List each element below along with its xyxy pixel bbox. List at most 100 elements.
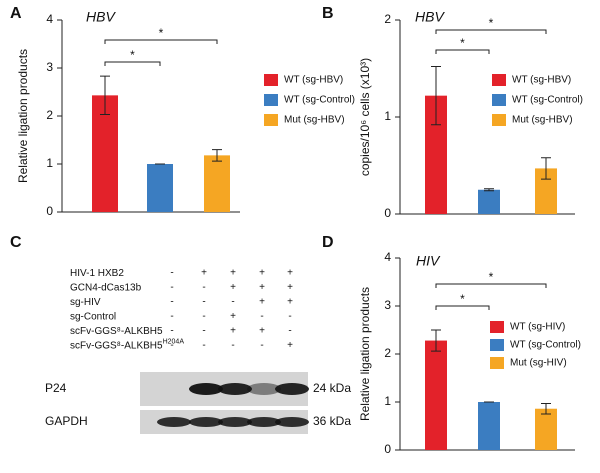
panel-label: C (10, 234, 22, 251)
panel-label: B (322, 5, 334, 22)
y-tick-label: 1 (384, 394, 391, 408)
condition-sign: - (231, 297, 234, 308)
error-bar (541, 402, 551, 415)
condition-sign: - (170, 297, 173, 308)
condition-label: sg-Control (70, 311, 116, 322)
blot-band (247, 383, 281, 395)
condition-sign: - (202, 282, 205, 293)
blot-band (275, 417, 309, 427)
condition-sign: - (170, 326, 173, 337)
blot-band (218, 417, 252, 427)
condition-sign: + (287, 297, 293, 308)
significance-bracket (435, 29, 547, 34)
y-tick-label: 2 (384, 346, 391, 360)
y-axis-label: Relative ligation products (16, 49, 30, 183)
condition-label: sg-HIV (70, 297, 101, 308)
condition-sign: - (202, 326, 205, 337)
condition-sign: - (170, 311, 173, 322)
significance-label: * (460, 292, 465, 306)
significance-label: * (489, 270, 494, 284)
significance-label: * (130, 48, 135, 62)
y-axis-label: copies/10⁶ cells (x10³) (358, 58, 372, 176)
legend-swatch (492, 94, 506, 106)
condition-sign: - (231, 340, 234, 351)
legend-label: WT (sg-HBV) (284, 75, 343, 86)
condition-sign: - (202, 297, 205, 308)
condition-sign: + (230, 326, 236, 337)
legend-swatch (264, 114, 278, 126)
blot-band (218, 383, 252, 395)
error-bar (541, 157, 551, 180)
legend-swatch (492, 114, 506, 126)
condition-label: scFv-GGS⁸-ALKBH5H204A (70, 338, 184, 351)
significance-bracket (435, 49, 490, 54)
legend-swatch (490, 321, 504, 333)
condition-sign: - (202, 340, 205, 351)
y-tick-label: 1 (384, 109, 391, 123)
legend-label: WT (sg-Control) (512, 95, 583, 106)
y-axis-label: Relative ligation products (358, 287, 372, 421)
condition-sign: + (259, 282, 265, 293)
legend-label: WT (sg-HBV) (512, 75, 571, 86)
y-tick-label: 3 (46, 60, 53, 74)
significance-bracket (435, 283, 547, 288)
legend-swatch (264, 74, 278, 86)
y-tick-label: 0 (46, 204, 53, 218)
band-label: GAPDH (45, 414, 88, 428)
condition-sign: - (260, 311, 263, 322)
band-size: 24 kDa (313, 381, 351, 395)
y-tick-label: 2 (384, 12, 391, 26)
legend-label: Mut (sg-HBV) (284, 115, 345, 126)
condition-name: scFv-GGS⁸-ALKBH5 (70, 340, 163, 351)
band-label: P24 (45, 381, 67, 395)
condition-name: scFv-GGS⁸-ALKBH5 (70, 326, 163, 337)
chart-title: HBV (415, 9, 445, 25)
condition-sign: - (260, 340, 263, 351)
significance-bracket (435, 305, 490, 310)
legend-label: WT (sg-Control) (284, 95, 355, 106)
blot-band (157, 417, 191, 427)
legend-swatch (264, 94, 278, 106)
chart-title: HIV (416, 253, 441, 269)
condition-sign: - (170, 282, 173, 293)
significance-label: * (159, 26, 164, 40)
y-tick-label: 2 (46, 108, 53, 122)
condition-superscript: H204A (163, 338, 185, 345)
y-tick-label: 0 (384, 442, 391, 456)
significance-bracket (104, 39, 218, 44)
condition-sign: - (170, 268, 173, 279)
legend-label: Mut (sg-HBV) (512, 115, 573, 126)
condition-label: scFv-GGS⁸-ALKBH5 (70, 326, 163, 337)
legend-label: WT (sg-Control) (510, 340, 581, 351)
bar (535, 168, 557, 214)
error-bar (100, 75, 110, 116)
significance-bracket (104, 61, 161, 66)
condition-sign: + (201, 268, 207, 279)
legend-label: Mut (sg-HIV) (510, 358, 567, 369)
condition-sign: + (259, 268, 265, 279)
significance-label: * (460, 36, 465, 50)
condition-sign: + (259, 297, 265, 308)
chart-title: HBV (86, 9, 116, 25)
blot-band (189, 383, 223, 395)
condition-sign: - (288, 311, 291, 322)
legend-label: WT (sg-HIV) (510, 322, 565, 333)
condition-sign: + (287, 268, 293, 279)
condition-sign: + (287, 340, 293, 351)
significance-label: * (489, 16, 494, 30)
condition-label: HIV-1 HXB2 (70, 268, 124, 279)
legend-swatch (490, 357, 504, 369)
y-tick-label: 0 (384, 206, 391, 220)
legend-swatch (492, 74, 506, 86)
bar (147, 164, 173, 212)
condition-sign: + (230, 311, 236, 322)
error-bar (212, 149, 222, 162)
blot-band (275, 383, 309, 395)
bar (204, 155, 230, 212)
condition-sign: - (202, 311, 205, 322)
band-size: 36 kDa (313, 414, 351, 428)
condition-sign: - (288, 326, 291, 337)
condition-sign: - (170, 340, 173, 351)
bar (535, 408, 557, 450)
